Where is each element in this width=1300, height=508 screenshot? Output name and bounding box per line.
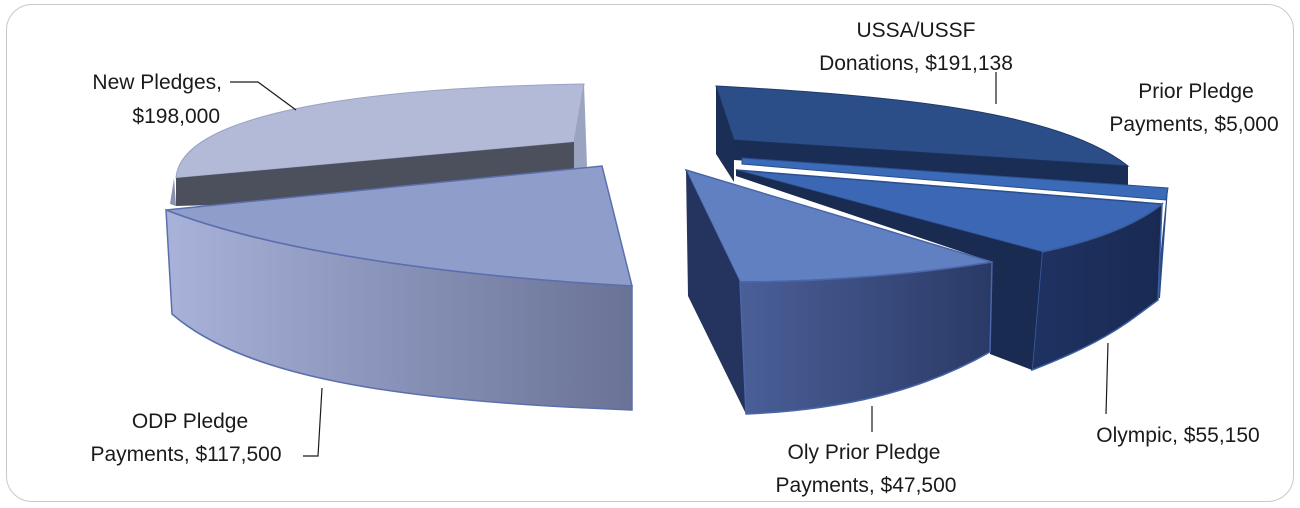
- leader-lines: [230, 72, 1109, 457]
- label-prior-line2: Payments, $5,000: [1109, 113, 1278, 136]
- label-odp-line1: ODP Pledge: [132, 410, 248, 433]
- leader-olympic: [1105, 342, 1109, 415]
- data-labels: New Pledges, $198,000 ODP Pledge Payment…: [90, 19, 1278, 497]
- label-new-pledges-line1: New Pledges,: [92, 71, 222, 94]
- label-ussa-line1: USSA/USSF: [856, 19, 975, 42]
- leader-odp: [303, 387, 323, 457]
- slice-olympic: [735, 169, 1164, 372]
- label-prior-line1: Prior Pledge: [1138, 80, 1254, 103]
- label-olympic: Olympic, $55,150: [1096, 424, 1259, 447]
- leader-new-pledges: [230, 81, 297, 111]
- slice-ussa-ussf-donations: [715, 85, 1130, 186]
- slice-oly-prior-pledge-payments: [684, 168, 993, 415]
- label-oly-prior-line1: Oly Prior Pledge: [788, 441, 941, 464]
- label-ussa-line2: Donations, $191,138: [819, 52, 1013, 75]
- slice-odp-pledge-payments: [165, 165, 633, 411]
- label-oly-prior-line2: Payments, $47,500: [776, 474, 957, 497]
- label-odp-line2: Payments, $117,500: [90, 443, 281, 466]
- label-new-pledges-line2: $198,000: [132, 105, 220, 128]
